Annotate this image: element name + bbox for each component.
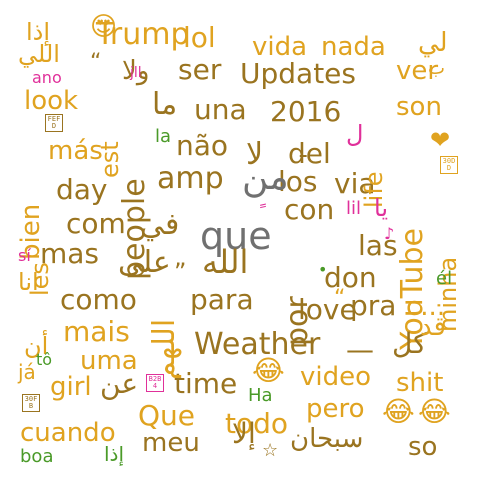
cloud-word: عن bbox=[100, 367, 139, 400]
cloud-word: إلا bbox=[232, 417, 256, 450]
cloud-word: قد bbox=[420, 312, 447, 342]
cloud-word: ser bbox=[178, 53, 222, 86]
cloud-word: “ bbox=[334, 286, 346, 311]
cloud-word: video bbox=[300, 362, 372, 392]
cloud-word: cuando bbox=[20, 418, 116, 448]
cloud-word: ب bbox=[428, 58, 445, 79]
cloud-word: لا bbox=[246, 137, 264, 172]
cloud-word: “ bbox=[90, 50, 102, 75]
cloud-word: que bbox=[200, 214, 272, 258]
cloud-word: يا bbox=[374, 194, 388, 222]
cloud-word: اللهم bbox=[147, 318, 182, 380]
cloud-word: time bbox=[174, 367, 238, 400]
cloud-word: son bbox=[396, 92, 442, 122]
dot-icon: • bbox=[318, 260, 328, 279]
cloud-word: est bbox=[96, 141, 124, 178]
cloud-word: boa bbox=[20, 446, 54, 467]
cloud-word: mais bbox=[63, 315, 130, 348]
cloud-word: pero bbox=[306, 394, 365, 424]
cloud-word: vida bbox=[252, 32, 308, 62]
cloud-word: girl bbox=[50, 372, 92, 402]
cloud-word: todo bbox=[225, 407, 289, 440]
cloud-word: uma bbox=[80, 346, 138, 376]
cloud-word: não bbox=[176, 129, 229, 162]
cloud-word: ما bbox=[152, 87, 178, 122]
cloud-word: ل bbox=[346, 120, 364, 148]
cloud-word: já bbox=[18, 360, 36, 384]
cloud-word: 2016 bbox=[270, 95, 342, 128]
cloud-word: lol bbox=[183, 21, 216, 54]
cloud-word: mas bbox=[40, 237, 100, 270]
cloud-word: via bbox=[334, 167, 376, 200]
cloud-word: ـ bbox=[300, 138, 307, 163]
cloud-word: إذا bbox=[26, 18, 51, 46]
cloud-word: so bbox=[408, 432, 438, 462]
cloud-word: para bbox=[190, 283, 254, 316]
cloud-word: lil bbox=[346, 198, 362, 219]
cloud-word: nada bbox=[321, 32, 386, 62]
cloud-word: على bbox=[118, 245, 171, 280]
tears-of-joy-emoji: 😂 bbox=[418, 395, 451, 428]
cloud-word: لي bbox=[418, 28, 448, 58]
cloud-word: كل bbox=[392, 327, 427, 360]
cloud-word: jll bbox=[130, 65, 142, 81]
cloud-word: إذا bbox=[104, 442, 125, 466]
cloud-word: love bbox=[298, 293, 357, 326]
missing-glyph-box: B2B4 bbox=[146, 374, 164, 392]
cloud-word: الله bbox=[202, 243, 249, 281]
star-icon: ☆ bbox=[262, 440, 279, 461]
cloud-word: ano bbox=[32, 68, 62, 87]
cloud-word: في bbox=[140, 207, 180, 242]
cloud-word: meu bbox=[142, 428, 200, 458]
cloud-word: como bbox=[60, 283, 137, 316]
cloud-word: las bbox=[358, 229, 398, 262]
cloud-word: ver bbox=[396, 56, 439, 86]
cloud-word: — bbox=[346, 333, 374, 366]
missing-glyph-box: 30FB bbox=[22, 394, 40, 412]
cloud-word: انا bbox=[18, 268, 39, 296]
cloud-word: Que bbox=[138, 399, 196, 432]
cloud-word: أن bbox=[24, 332, 49, 360]
cloud-word: سبحان bbox=[290, 424, 364, 454]
cloud-word: con bbox=[284, 193, 335, 226]
cloud-word: shit bbox=[396, 368, 444, 398]
cloud-word: Ha bbox=[248, 385, 273, 406]
missing-glyph-box: 30DD bbox=[440, 156, 458, 174]
cloud-word: del bbox=[288, 137, 331, 170]
cloud-word: Weather bbox=[194, 327, 321, 362]
cloud-word: amp bbox=[157, 161, 224, 196]
cloud-word: él bbox=[436, 268, 453, 289]
cloud-word: c... bbox=[406, 292, 446, 322]
heart-icon: ❤ bbox=[430, 126, 451, 154]
tears-of-joy-emoji: 😂 bbox=[252, 354, 285, 387]
cloud-word: la bbox=[155, 126, 172, 147]
cloud-word: una bbox=[194, 93, 247, 126]
cloud-word: ” bbox=[174, 258, 187, 286]
cloud-word: más bbox=[48, 136, 103, 166]
cloud-word: ولا bbox=[122, 56, 150, 86]
cloud-word: من bbox=[242, 157, 289, 198]
cloud-word: pra bbox=[350, 289, 397, 322]
missing-glyph-box: FEFD bbox=[45, 114, 63, 132]
cloud-word: don bbox=[324, 261, 377, 294]
cloud-word: اللي bbox=[18, 40, 60, 68]
cloud-word: sí bbox=[18, 246, 31, 265]
cloud-word: Trump bbox=[96, 17, 190, 52]
cloud-word: tô bbox=[36, 350, 53, 369]
cloud-word: look bbox=[24, 86, 79, 116]
cloud-word: los bbox=[278, 165, 318, 198]
cloud-word: com bbox=[66, 207, 126, 240]
cloud-word: day bbox=[56, 173, 108, 206]
music-note-icon: ♪ bbox=[384, 224, 395, 243]
cloud-word: Updates bbox=[240, 57, 356, 90]
tears-of-joy-emoji: 😂 bbox=[382, 395, 415, 428]
heart-eyes-emoji: 😍 bbox=[90, 12, 118, 42]
